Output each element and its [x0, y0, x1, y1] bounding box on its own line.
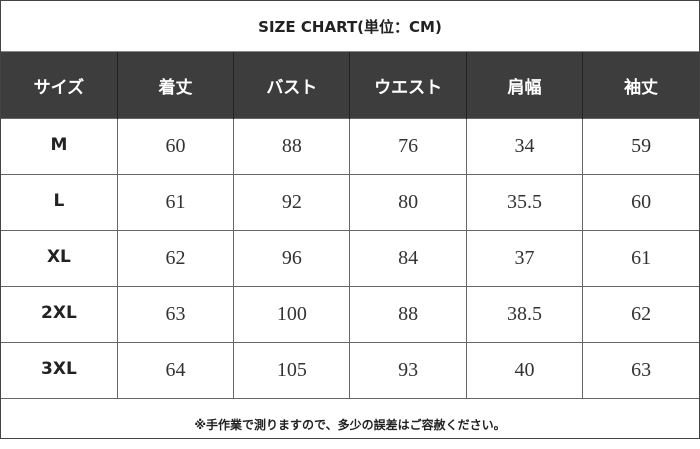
- cell-shoulder: 37: [465, 230, 584, 287]
- chart-title: SIZE CHART(単位：CM): [1, 1, 699, 52]
- measurement-note: ※手作業で測りますので、多少の誤差はご容赦ください。: [194, 417, 506, 432]
- cell-size: XL: [1, 230, 118, 287]
- cell-length: 61: [116, 174, 235, 231]
- table-row: 3XL 64 105 93 40 63: [1, 342, 699, 399]
- table-row: 2XL 63 100 88 38.5 62: [1, 286, 699, 343]
- cell-sleeve: 61: [582, 230, 699, 287]
- header-shoulder: 肩幅: [465, 52, 584, 119]
- header-sleeve: 袖丈: [582, 52, 699, 119]
- cell-size: 2XL: [1, 286, 118, 343]
- cell-shoulder: 34: [465, 118, 584, 175]
- table-row: XL 62 96 84 37 61: [1, 230, 699, 287]
- cell-shoulder: 40: [465, 342, 584, 399]
- header-length: 着丈: [116, 52, 235, 119]
- cell-shoulder: 38.5: [465, 286, 584, 343]
- cell-bust: 88: [233, 118, 351, 175]
- cell-length: 62: [116, 230, 235, 287]
- cell-length: 63: [116, 286, 235, 343]
- cell-shoulder: 35.5: [465, 174, 584, 231]
- table-row: L 61 92 80 35.5 60: [1, 174, 699, 231]
- header-size: サイズ: [1, 52, 118, 119]
- header-row: サイズ 着丈 バスト ウエスト 肩幅 袖丈: [1, 52, 699, 119]
- cell-waist: 76: [349, 118, 467, 175]
- cell-bust: 105: [233, 342, 351, 399]
- cell-size: L: [1, 174, 118, 231]
- cell-waist: 84: [349, 230, 467, 287]
- cell-waist: 80: [349, 174, 467, 231]
- cell-waist: 88: [349, 286, 467, 343]
- size-chart: SIZE CHART(単位：CM) サイズ 着丈 バスト ウエスト 肩幅 袖丈 …: [0, 0, 700, 439]
- cell-sleeve: 63: [582, 342, 699, 399]
- cell-size: M: [1, 118, 118, 175]
- cell-sleeve: 62: [582, 286, 699, 343]
- table-row: M 60 88 76 34 59: [1, 118, 699, 175]
- cell-sleeve: 59: [582, 118, 699, 175]
- header-waist: ウエスト: [349, 52, 467, 119]
- cell-sleeve: 60: [582, 174, 699, 231]
- cell-waist: 93: [349, 342, 467, 399]
- cell-bust: 100: [233, 286, 351, 343]
- cell-bust: 96: [233, 230, 351, 287]
- cell-length: 64: [116, 342, 235, 399]
- cell-size: 3XL: [1, 342, 118, 399]
- header-bust: バスト: [233, 52, 351, 119]
- cell-bust: 92: [233, 174, 351, 231]
- cell-length: 60: [116, 118, 235, 175]
- size-table: サイズ 着丈 バスト ウエスト 肩幅 袖丈 M 60 88 76 34 59 L 61 92 80…: [1, 52, 699, 399]
